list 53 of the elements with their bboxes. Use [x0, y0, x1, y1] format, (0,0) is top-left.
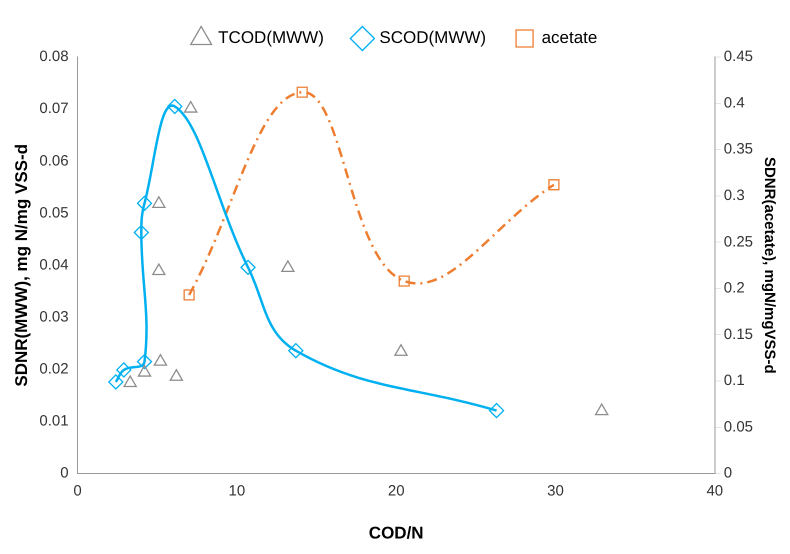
y2-tick-label: 0.25 — [724, 233, 754, 250]
point — [116, 362, 132, 378]
x-axis-title: COD/N — [368, 523, 424, 542]
point — [394, 344, 408, 356]
point — [134, 224, 149, 240]
x-tick-label: 40 — [706, 482, 724, 500]
point — [170, 369, 184, 381]
point — [167, 98, 182, 114]
point — [184, 289, 195, 301]
y-tick-label: 0.04 — [39, 256, 69, 274]
point — [296, 86, 308, 98]
x-tick-label: 0 — [73, 482, 82, 500]
y2-axis-title: SDNR(acetate), mgN/mgVSS-d — [760, 156, 778, 374]
y2-tick-label: 0.1 — [724, 372, 745, 390]
y-tick-label: 0.06 — [39, 152, 69, 170]
point — [488, 402, 504, 418]
y2-tick-label: 0.15 — [724, 326, 754, 343]
point — [594, 403, 608, 416]
x-tick-label: 30 — [547, 482, 564, 500]
point — [184, 100, 198, 113]
y2-tick-label: 0.2 — [724, 280, 745, 297]
point — [281, 260, 295, 272]
point — [548, 179, 560, 190]
y2-tick-label: 0.3 — [724, 187, 745, 204]
y-tick-label: 0.03 — [39, 308, 69, 326]
y2-tick-label: 0.35 — [724, 140, 754, 158]
point — [240, 260, 256, 276]
point — [398, 275, 410, 287]
legend-label: SCOD(MWW) — [379, 28, 486, 48]
y-tick-label: 0.05 — [39, 204, 69, 222]
point — [136, 196, 152, 211]
point — [288, 343, 304, 358]
point — [154, 354, 168, 366]
y-axis-title: SDNR(MWW), mg N/mg VSS-d — [12, 144, 31, 387]
y2-tick-label: 0.05 — [724, 418, 754, 436]
point — [152, 196, 166, 208]
legend-label: TCOD(MWW) — [218, 28, 324, 48]
y2-tick-label: 0.4 — [724, 94, 745, 112]
y-tick-label: 0 — [60, 464, 69, 482]
point — [123, 375, 137, 388]
legend-label: acetate — [542, 28, 598, 48]
y2-tick-label: 0 — [724, 464, 732, 482]
x-tick-label: 20 — [388, 482, 405, 500]
point — [152, 263, 166, 276]
point — [136, 354, 152, 370]
point — [108, 374, 124, 390]
y-tick-label: 0.01 — [39, 412, 69, 430]
y-tick-label: 0.07 — [39, 100, 69, 118]
y-tick-label: 0.02 — [39, 360, 69, 378]
y-tick-label: 0.08 — [39, 48, 69, 66]
x-tick-label: 10 — [228, 482, 246, 500]
y2-tick-label: 0.45 — [724, 48, 754, 66]
point — [138, 364, 152, 377]
